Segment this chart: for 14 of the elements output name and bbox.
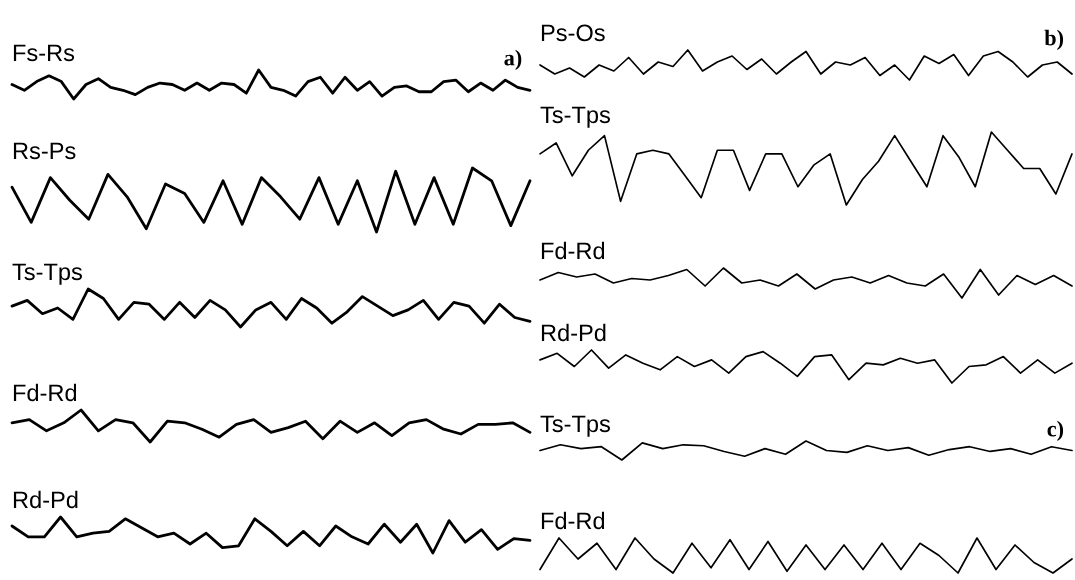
chart-title: Rs-Ps bbox=[13, 142, 76, 160]
chart-title: Fs-Rs bbox=[13, 44, 75, 62]
chart-title: Rd-Pd bbox=[541, 323, 606, 342]
chart-title: Fd-Rd bbox=[541, 511, 605, 530]
chart-title: Rd-Pd bbox=[13, 490, 78, 509]
chart-title: Ts-Tps bbox=[540, 106, 610, 128]
chart-title: Fd-Rd bbox=[13, 383, 77, 402]
chart-title: Ps-Os bbox=[541, 24, 605, 42]
chart-title: Ts-Tps bbox=[540, 415, 610, 437]
chart-title: Fd-Rd bbox=[541, 241, 605, 260]
annotation: c) bbox=[1047, 420, 1064, 441]
chart-title: Ts-Tps bbox=[12, 263, 82, 285]
annotation: a) bbox=[504, 49, 522, 70]
annotation: b) bbox=[1044, 29, 1064, 50]
